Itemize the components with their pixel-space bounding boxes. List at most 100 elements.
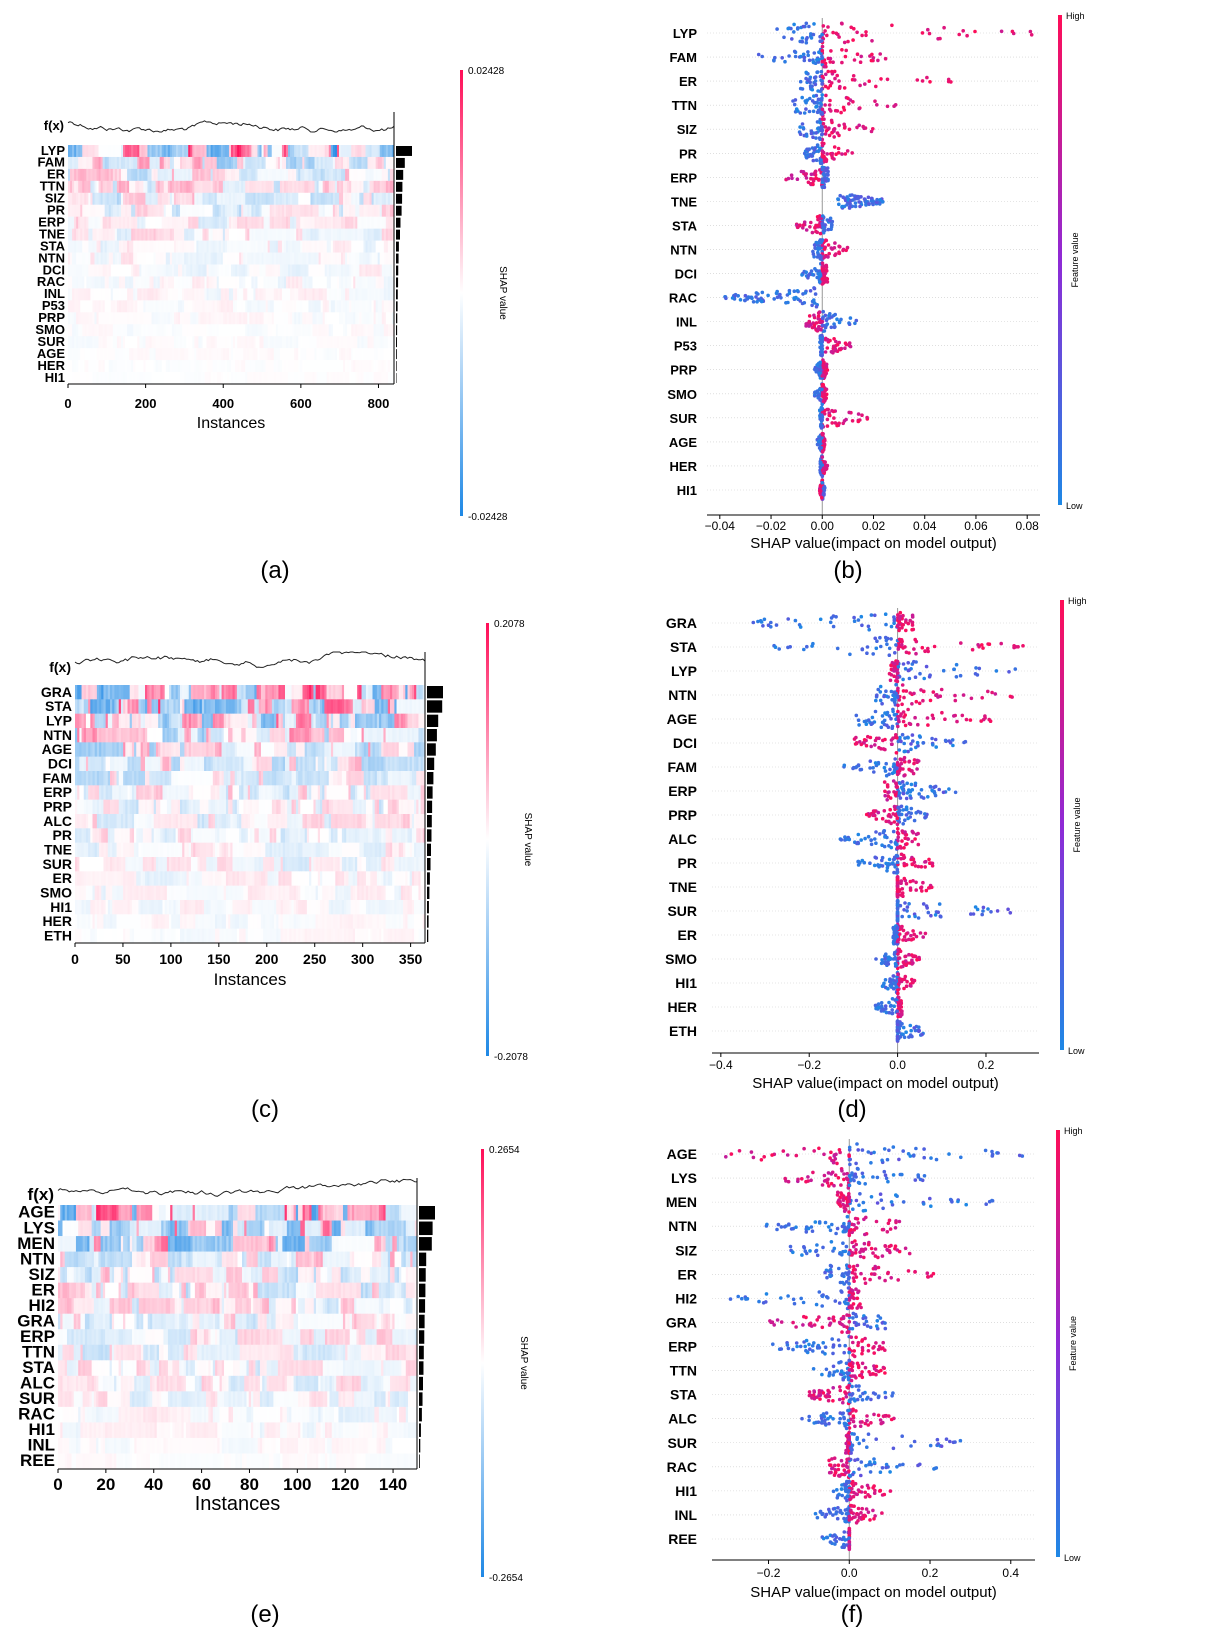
heatmap-cell (329, 360, 331, 372)
heatmap-cell (205, 193, 207, 205)
heatmap-cell (231, 145, 233, 157)
heatmap-cell (260, 372, 262, 384)
heatmap-cell (90, 241, 92, 253)
shap-point (780, 56, 784, 60)
heatmap-cell (249, 324, 251, 336)
heatmap-cell (288, 205, 290, 217)
heatmap-cell (139, 300, 141, 312)
shap-point (807, 274, 811, 278)
heatmap-cell (80, 145, 82, 157)
heatmap-cell (182, 145, 184, 157)
heatmap-cell (319, 276, 321, 288)
heatmap-cell (388, 685, 390, 700)
heatmap-cell (317, 324, 319, 336)
heatmap-cell (300, 193, 302, 205)
heatmap-cell (300, 360, 302, 372)
shap-point (863, 82, 867, 86)
heatmap-cell (327, 181, 329, 193)
heatmap-cell (280, 276, 282, 288)
heatmap-cell (317, 372, 319, 384)
shap-point (836, 131, 840, 135)
heatmap-cell (101, 241, 103, 253)
heatmap-cell (251, 276, 253, 288)
heatmap-cell (176, 265, 178, 277)
heatmap-cell (168, 360, 170, 372)
feature-label: STA (672, 218, 698, 233)
heatmap-cell (121, 276, 123, 288)
shap-point (818, 120, 822, 124)
heatmap-cell (382, 169, 384, 181)
heatmap-cell (251, 241, 253, 253)
heatmap-cell (263, 699, 265, 714)
heatmap-cell (176, 699, 178, 714)
heatmap-cell (207, 324, 209, 336)
heatmap-cell (99, 157, 101, 169)
heatmap-cell (296, 336, 298, 348)
heatmap-cell (333, 276, 335, 288)
heatmap-cell (213, 324, 215, 336)
heatmap-cell (266, 288, 268, 300)
shap-point (826, 418, 830, 422)
heatmap-cell (274, 169, 276, 181)
heatmap-cell (241, 241, 243, 253)
heatmap-cell (304, 372, 306, 384)
heatmap-cell (260, 288, 262, 300)
heatmap-cell (223, 324, 225, 336)
heatmap-cell (264, 205, 266, 217)
heatmap-cell (70, 265, 72, 277)
heatmap-cell (359, 360, 361, 372)
heatmap-cell (107, 312, 109, 324)
heatmap-cell (270, 253, 272, 265)
shap-point (855, 31, 859, 35)
heatmap-cell (347, 312, 349, 324)
heatmap-cell (143, 324, 145, 336)
heatmap-cell (162, 360, 164, 372)
heatmap-cell (217, 324, 219, 336)
heatmap-cell (219, 145, 221, 157)
heatmap-cell (170, 360, 172, 372)
heatmap-cell (355, 336, 357, 348)
heatmap-cell (255, 181, 257, 193)
heatmap-cell (327, 229, 329, 241)
heatmap-cell (123, 169, 125, 181)
heatmap-cell (284, 288, 286, 300)
shap-point (824, 94, 828, 98)
heatmap-cell (213, 205, 215, 217)
heatmap-cell (292, 288, 294, 300)
heatmap-cell (355, 229, 357, 241)
shap-point (812, 252, 816, 256)
heatmap-cell (361, 276, 363, 288)
heatmap-cell (101, 336, 103, 348)
heatmap-cell (137, 181, 139, 193)
heatmap-cell (94, 181, 96, 193)
heatmap-cell (306, 193, 308, 205)
heatmap-cell (235, 265, 237, 277)
heatmap-cell (174, 229, 176, 241)
heatmap-cell (221, 312, 223, 324)
heatmap-cell (304, 336, 306, 348)
heatmap-cell (160, 300, 162, 312)
heatmap-cell (188, 229, 190, 241)
heatmap-cell (270, 336, 272, 348)
heatmap-cell (306, 181, 308, 193)
heatmap-cell (207, 265, 209, 277)
heatmap-cell (363, 181, 365, 193)
heatmap-cell (386, 288, 388, 300)
heatmap-cell (123, 181, 125, 193)
heatmap-cell (310, 300, 312, 312)
heatmap-cell (257, 217, 259, 229)
heatmap-cell (137, 229, 139, 241)
heatmap-cell (315, 229, 317, 241)
heatmap-cell (337, 205, 339, 217)
heatmap-cell (168, 229, 170, 241)
heatmap-cell (188, 288, 190, 300)
heatmap-cell (233, 193, 235, 205)
heatmap-cell (115, 169, 117, 181)
heatmap-cell (355, 312, 357, 324)
importance-bar (396, 146, 412, 156)
heatmap-cell (107, 253, 109, 265)
heatmap-cell (154, 181, 156, 193)
heatmap-cell (109, 265, 111, 277)
heatmap-cell (317, 193, 319, 205)
heatmap-cell (247, 372, 249, 384)
